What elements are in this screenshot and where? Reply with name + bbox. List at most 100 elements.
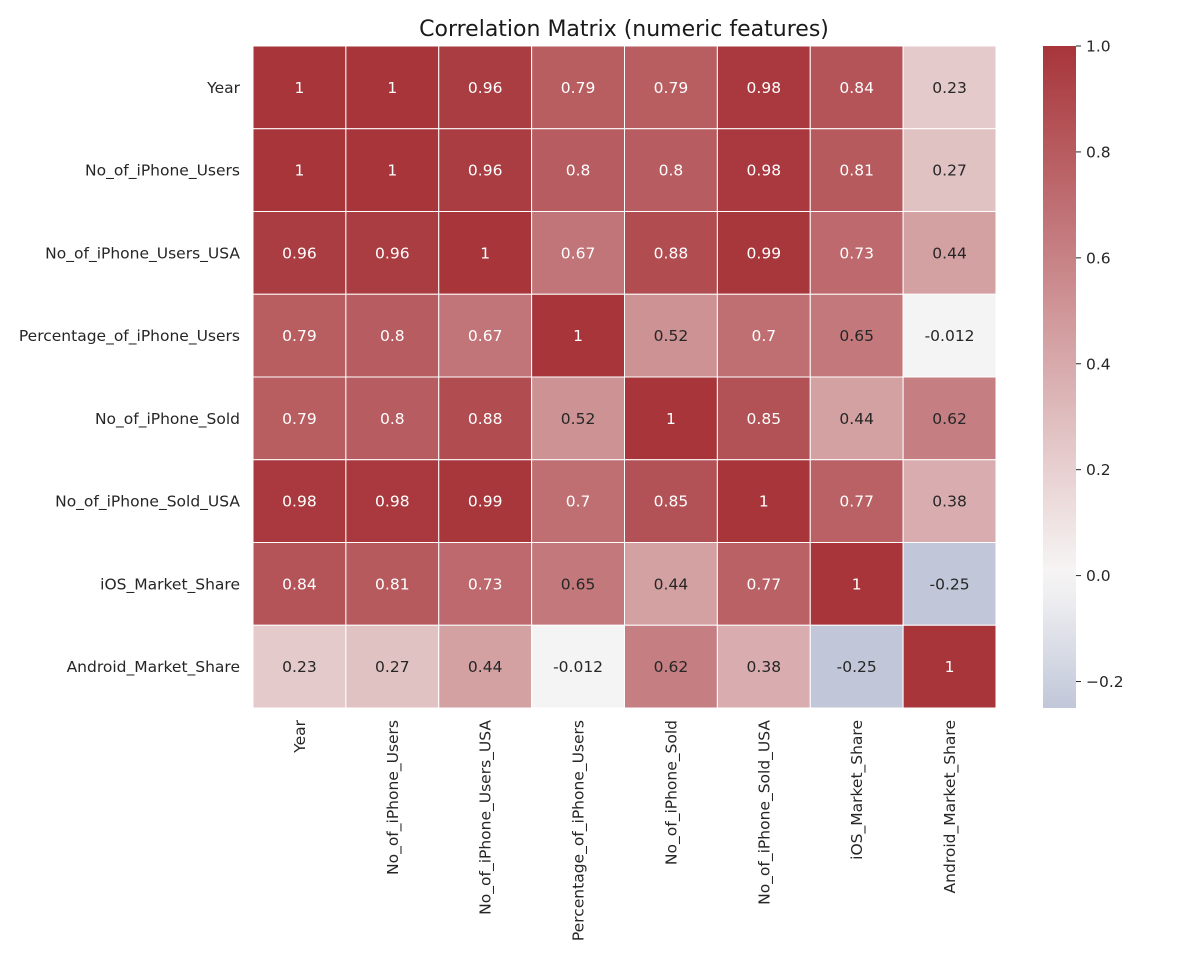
- heatmap-cell: [624, 211, 718, 295]
- colorbar-tick-label: 1.0: [1086, 38, 1111, 56]
- col-tick-label: No_of_iPhone_Sold: [662, 720, 681, 865]
- heatmap-cell: [809, 293, 904, 378]
- heatmap-cell: [252, 211, 347, 295]
- colorbar-tick-label: 0.0: [1086, 567, 1111, 585]
- cell-value-label: -0.25: [837, 658, 877, 676]
- heatmap-cell: [252, 624, 347, 709]
- cell-value-label: 0.77: [839, 493, 874, 511]
- cell-value-label: 0.67: [468, 327, 503, 345]
- heatmap-cell: [438, 459, 533, 543]
- heatmap-cells: 1 1 0.96 0.79 0.79 0.98 0.84 0.23 1 1 0.96 0.8 0.8 0.…: [252, 45, 997, 709]
- cell-value-label: -0.012: [925, 327, 975, 345]
- cell-value-label: 0.96: [282, 244, 317, 262]
- row-tick-label: iOS_Market_Share: [100, 575, 240, 594]
- col-tick-label: Year: [291, 719, 309, 753]
- heatmap-cell: [531, 45, 625, 130]
- col-tick-label: No_of_iPhone_Sold_USA: [755, 720, 774, 905]
- cell-value-label: 0.52: [654, 327, 689, 345]
- cell-value-label: 0.8: [659, 162, 684, 180]
- heatmap-cell: [345, 542, 440, 626]
- cell-value-label: 0.79: [282, 327, 317, 345]
- heatmap-cell: [438, 376, 533, 461]
- cell-value-label: 0.38: [932, 493, 967, 511]
- cell-value-label: 0.8: [380, 327, 405, 345]
- col-tick-label: No_of_iPhone_Users_USA: [477, 720, 496, 915]
- colorbar-tick-label: 0.6: [1086, 249, 1111, 267]
- heatmap-cell: [716, 542, 811, 626]
- cell-value-label: 0.79: [282, 410, 317, 428]
- cell-value-label: 0.23: [932, 79, 967, 97]
- heatmap-cell: [531, 376, 625, 461]
- heatmap-cell: [902, 128, 997, 212]
- cell-value-label: 0.99: [747, 244, 782, 262]
- heatmap-cell: [345, 624, 440, 709]
- heatmap-cell: [902, 542, 997, 626]
- cell-value-label: 0.62: [654, 658, 689, 676]
- cell-value-label: 0.73: [468, 575, 503, 593]
- cell-value-label: 0.98: [747, 79, 782, 97]
- heatmap-cell: [809, 376, 904, 461]
- cell-value-label: 1: [387, 79, 397, 97]
- heatmap-cell: [902, 376, 997, 461]
- heatmap-cell: [902, 45, 997, 130]
- heatmap-cell: [716, 45, 811, 130]
- heatmap-cell: [624, 293, 718, 378]
- cell-value-label: 0.84: [839, 79, 874, 97]
- heatmap-cell: [624, 459, 718, 543]
- row-tick-labels: Year No_of_iPhone_Users No_of_iPhone_Users…: [19, 79, 241, 677]
- heatmap-cell: [252, 542, 347, 626]
- heatmap-cell: [902, 624, 997, 709]
- heatmap-cell: [624, 376, 718, 461]
- cell-value-label: 0.98: [747, 162, 782, 180]
- heatmap-cell: [252, 45, 347, 130]
- cell-value-label: 0.98: [282, 493, 317, 511]
- cell-value-label: 1: [295, 162, 305, 180]
- cell-value-label: 0.73: [839, 244, 874, 262]
- heatmap-cell: [902, 459, 997, 543]
- cell-value-label: 0.7: [751, 327, 776, 345]
- heatmap-cell: [531, 624, 625, 709]
- colorbar-tick-label: 0.8: [1086, 143, 1111, 161]
- cell-value-label: -0.012: [553, 658, 603, 676]
- heatmap-cell: [716, 624, 811, 709]
- colorbar-gradient: [1043, 46, 1076, 708]
- cell-value-label: 0.85: [747, 410, 782, 428]
- cell-value-label: 0.96: [468, 162, 503, 180]
- cell-value-label: 0.85: [654, 493, 689, 511]
- col-tick-label: iOS_Market_Share: [848, 720, 867, 860]
- row-tick-label: No_of_iPhone_Users: [85, 162, 240, 181]
- heatmap-cell: [809, 459, 904, 543]
- cell-value-label: 0.52: [561, 410, 596, 428]
- cell-value-label: 0.8: [566, 162, 591, 180]
- heatmap-cell: [531, 128, 625, 212]
- cell-value-label: 0.88: [468, 410, 503, 428]
- cell-value-label: 0.79: [654, 79, 689, 97]
- chart-title: Correlation Matrix (numeric features): [419, 17, 829, 42]
- colorbar-tick-label: 0.4: [1086, 355, 1111, 373]
- cell-value-label: 0.62: [932, 410, 967, 428]
- row-tick-label: No_of_iPhone_Sold_USA: [55, 493, 240, 512]
- cell-value-label: 0.98: [375, 493, 410, 511]
- cell-value-label: -0.25: [930, 575, 970, 593]
- col-tick-label: Android_Market_Share: [941, 720, 960, 893]
- heatmap-cell: [902, 211, 997, 295]
- cell-value-label: 0.96: [468, 79, 503, 97]
- cell-value-label: 0.81: [375, 575, 410, 593]
- cell-value-label: 0.23: [282, 658, 317, 676]
- cell-value-label: 1: [759, 493, 769, 511]
- cell-value-label: 1: [573, 327, 583, 345]
- col-tick-labels: Year No_of_iPhone_Users No_of_iPhone_Users…: [291, 719, 960, 941]
- heatmap-cell: [624, 624, 718, 709]
- heatmap-cell: [252, 293, 347, 378]
- heatmap-cell: [716, 376, 811, 461]
- cell-value-label: 1: [852, 575, 862, 593]
- heatmap-cell: [438, 211, 533, 295]
- heatmap-cell: [716, 128, 811, 212]
- heatmap-cell: [345, 45, 440, 130]
- cell-value-label: 0.44: [468, 658, 503, 676]
- heatmap-cell: [438, 293, 533, 378]
- cell-value-label: 0.99: [468, 493, 503, 511]
- heatmap-cell: [531, 211, 625, 295]
- colorbar-tick-label: 0.2: [1086, 461, 1111, 479]
